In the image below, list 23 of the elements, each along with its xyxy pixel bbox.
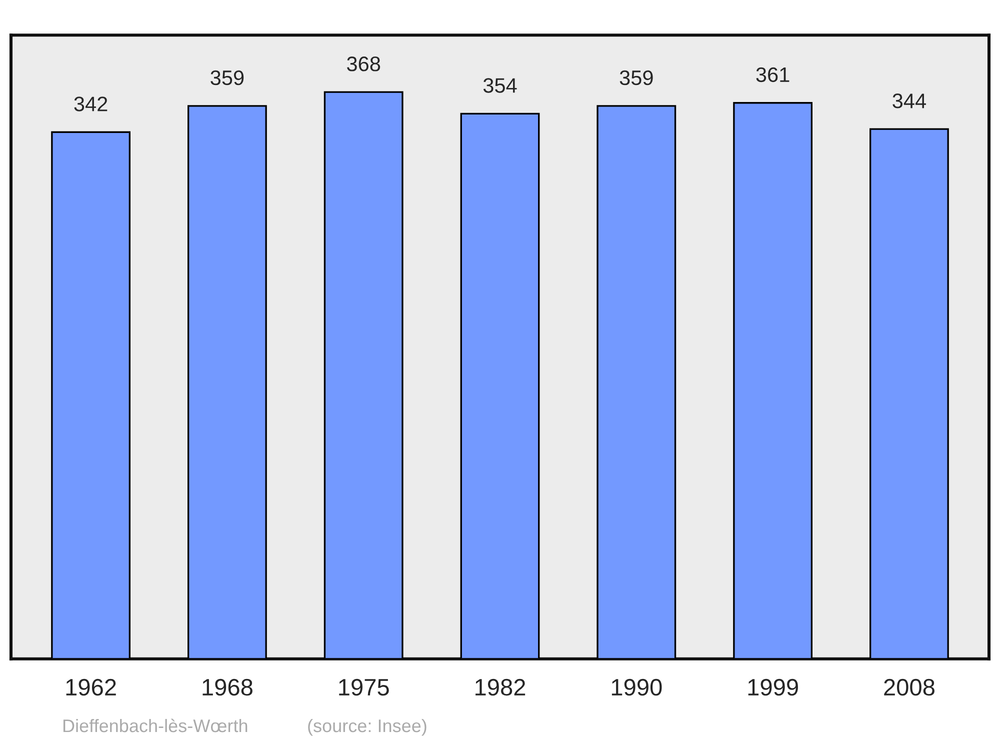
data-label: 359: [620, 70, 653, 86]
bar: [51, 131, 131, 659]
x-tick-label: 2008: [884, 678, 934, 696]
x-tick-label: 1975: [339, 678, 389, 696]
bar: [187, 105, 267, 659]
data-label: 359: [210, 70, 244, 86]
text: Dieffenbach-lès-Wœrth: [63, 718, 248, 732]
data-label: 361: [756, 67, 790, 82]
data-label: 354: [483, 78, 517, 93]
bar: [869, 128, 949, 659]
bar: [733, 102, 813, 659]
data-label: 342: [74, 96, 108, 112]
data-label: 368: [347, 56, 380, 72]
bar: [460, 112, 540, 659]
bar: [324, 91, 404, 659]
bar: [596, 105, 676, 659]
x-tick-label: 1968: [202, 678, 252, 696]
x-tick-label: 1990: [612, 678, 662, 696]
x-tick-label: 1982: [476, 678, 526, 696]
x-tick-label: 1999: [748, 678, 798, 696]
data-label: 344: [892, 94, 926, 108]
text: (source: Insee): [308, 718, 426, 736]
x-tick-label: 1962: [66, 678, 116, 696]
